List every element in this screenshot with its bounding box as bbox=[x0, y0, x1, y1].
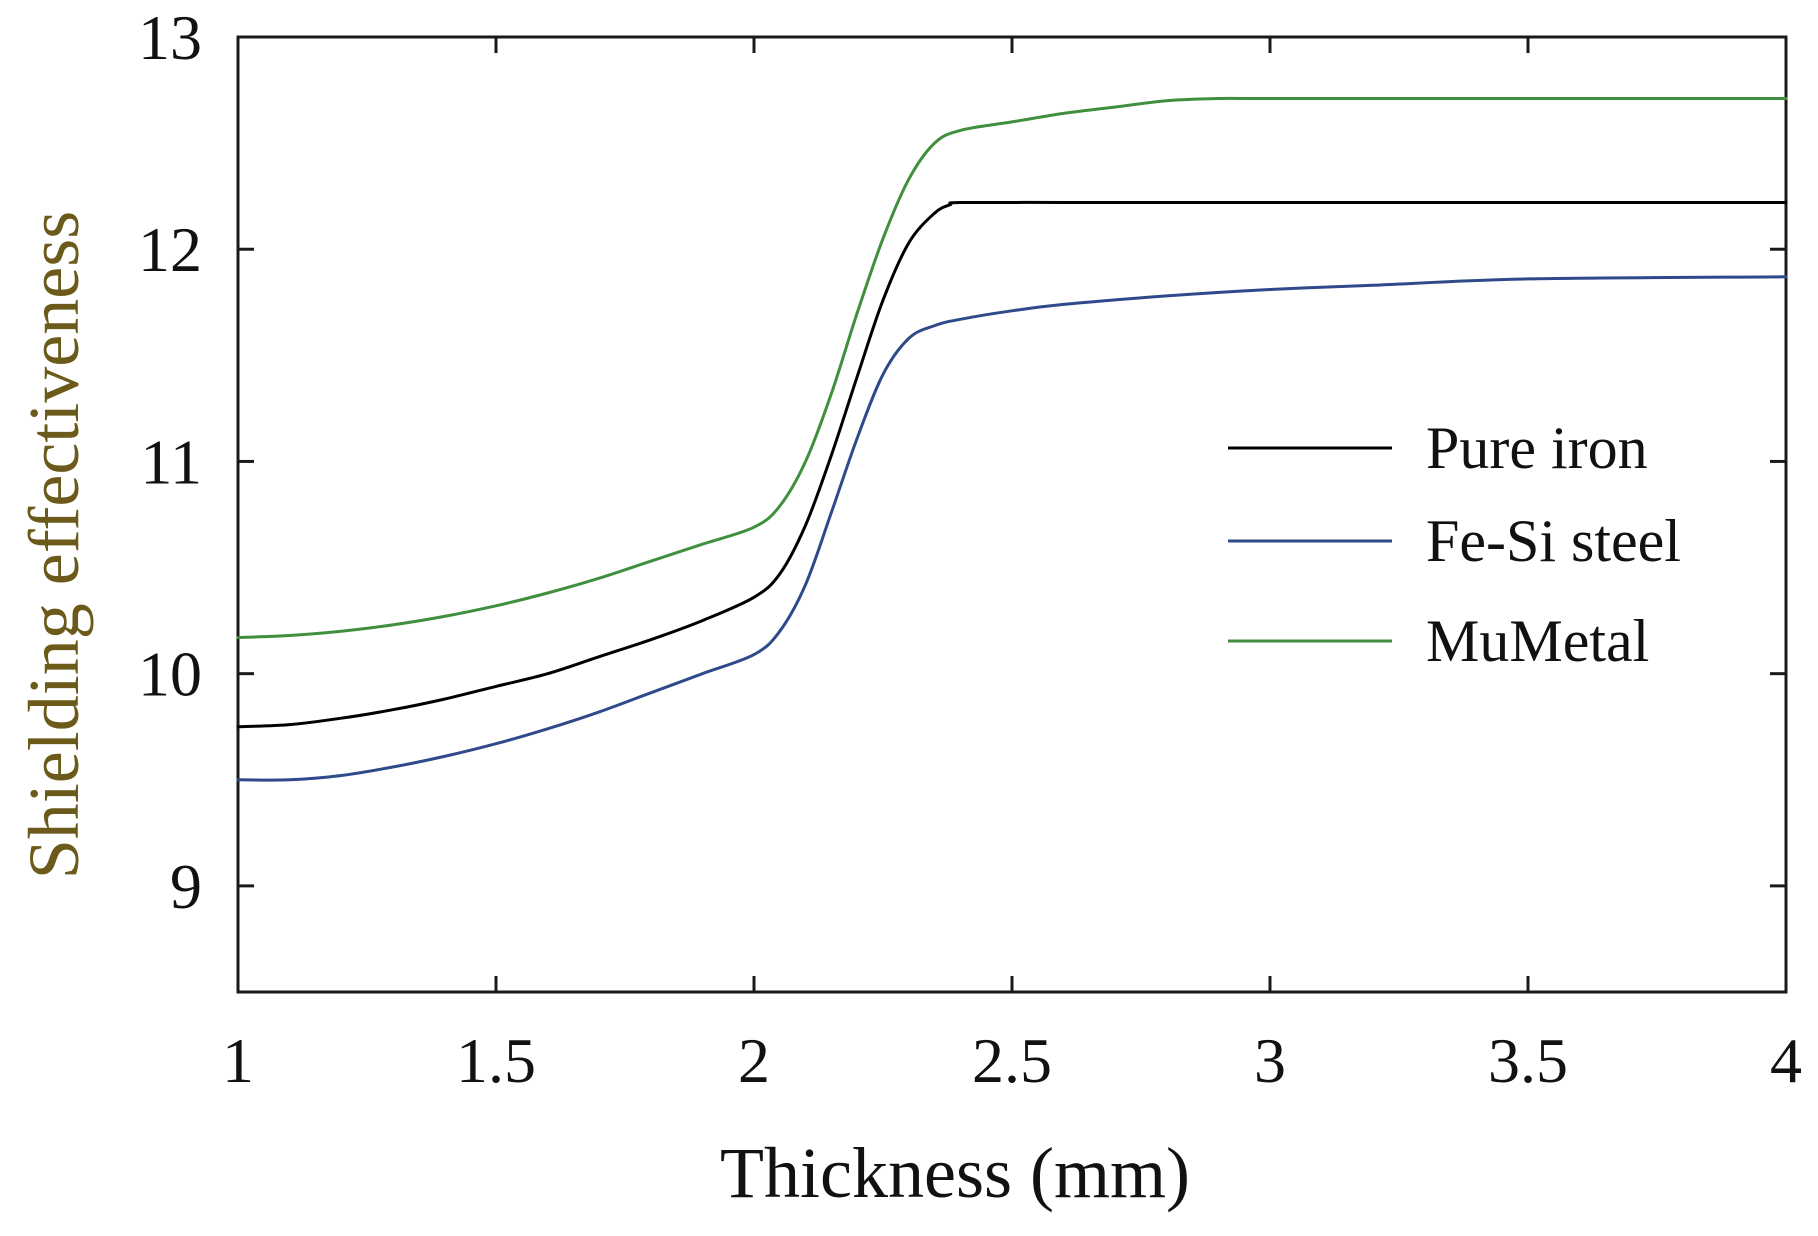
series-line-pure-iron bbox=[236, 200, 1788, 729]
x-axis-ticks: 1 1.5 2 2.5 3 3.5 4 bbox=[222, 37, 1802, 1096]
y-tick-label: 12 bbox=[138, 214, 202, 285]
y-tick-label: 11 bbox=[140, 426, 202, 497]
legend-label-fe-si-steel: Fe-Si steel bbox=[1426, 508, 1681, 574]
y-tick-label: 10 bbox=[138, 639, 202, 710]
x-axis-title: Thickness (mm) bbox=[720, 1133, 1190, 1213]
x-tick-label: 3 bbox=[1254, 1025, 1286, 1096]
legend-label-mumetal: MuMetal bbox=[1426, 608, 1649, 674]
y-tick-label: 13 bbox=[138, 2, 202, 73]
series-line-mumetal bbox=[236, 96, 1788, 640]
y-tick-label: 9 bbox=[170, 851, 202, 922]
x-tick-label: 1 bbox=[222, 1025, 254, 1096]
x-tick-label: 2.5 bbox=[972, 1025, 1052, 1096]
x-tick-label: 1.5 bbox=[456, 1025, 536, 1096]
x-tick-label: 3.5 bbox=[1488, 1025, 1568, 1096]
legend-label-pure-iron: Pure iron bbox=[1426, 415, 1648, 481]
series-line-fe-si-steel bbox=[236, 275, 1788, 782]
x-tick-label: 2 bbox=[738, 1025, 770, 1096]
y-axis-title: Shielding effectiveness bbox=[14, 211, 94, 880]
legend: Pure iron Fe-Si steel MuMetal bbox=[1228, 415, 1681, 674]
y-axis-ticks: 9 10 11 12 13 bbox=[138, 2, 1786, 922]
x-tick-label: 4 bbox=[1770, 1025, 1802, 1096]
series-layer bbox=[236, 96, 1788, 782]
